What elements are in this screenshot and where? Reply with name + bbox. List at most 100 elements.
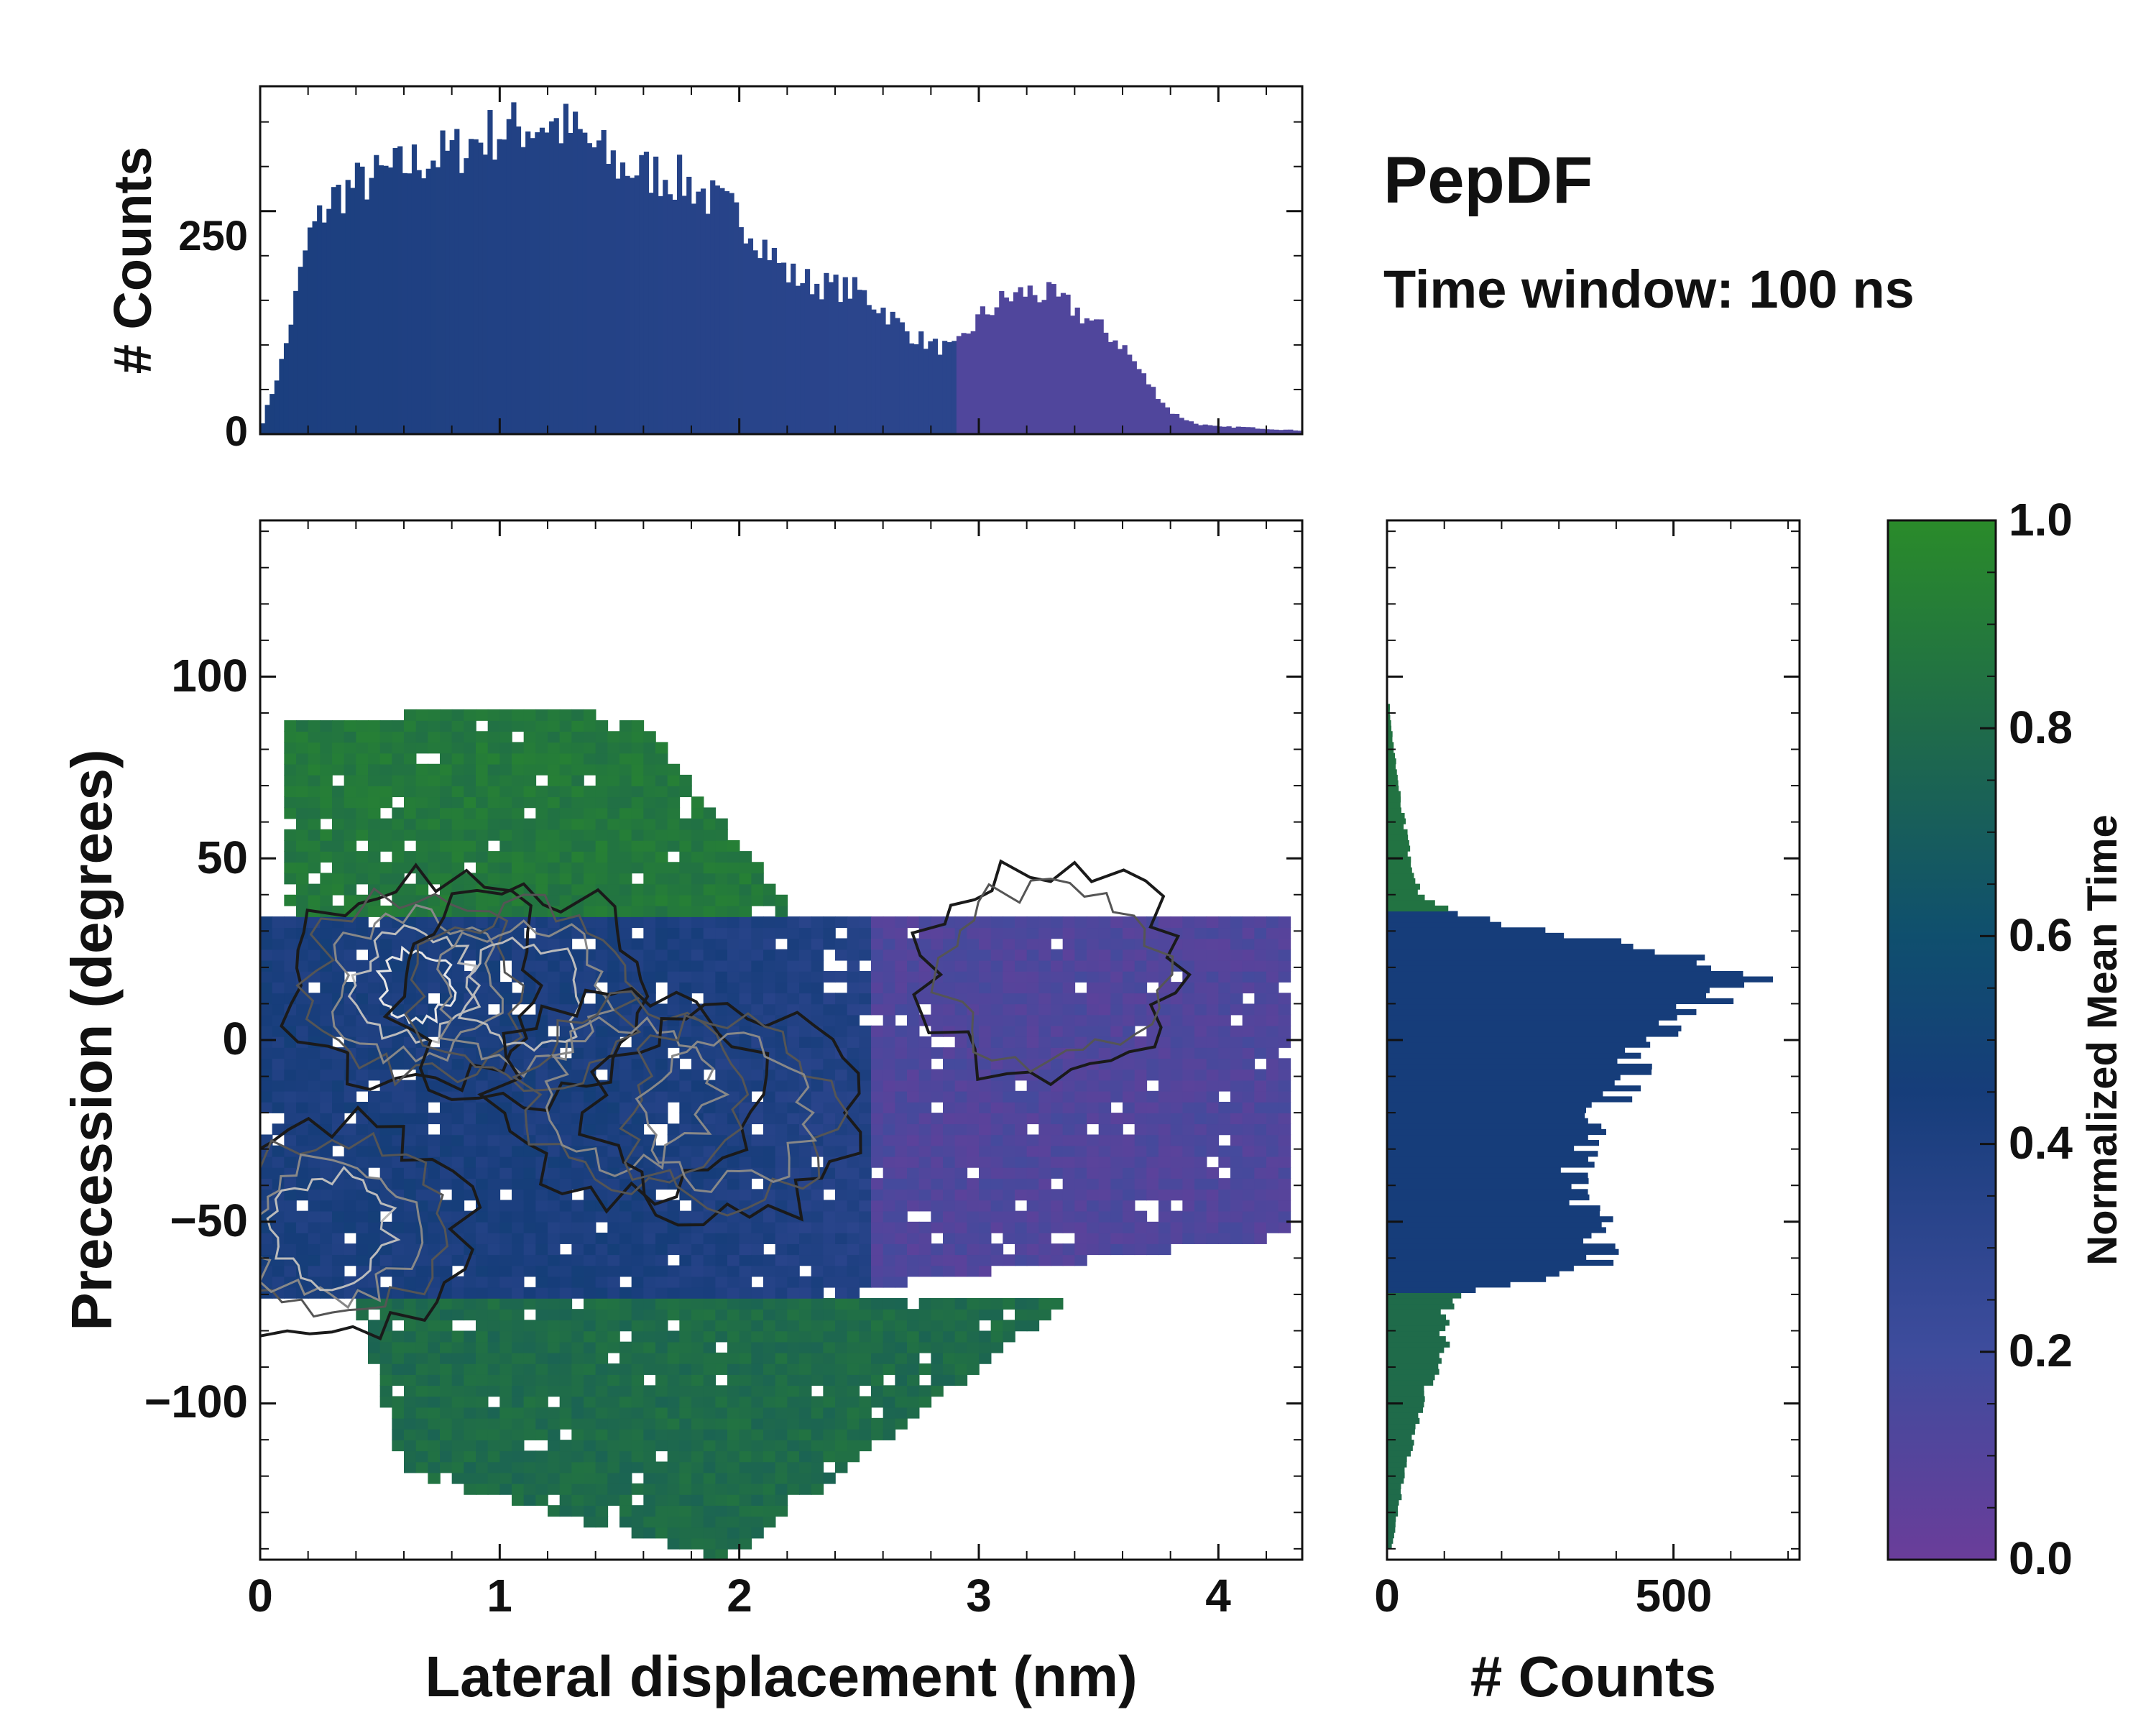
heatmap-cell [679, 851, 692, 863]
heatmap-cell [440, 1461, 453, 1473]
top-histogram-bar [270, 394, 275, 434]
heatmap-cell [548, 763, 561, 776]
heatmap-cell [1194, 1189, 1207, 1201]
heatmap-cell [871, 1330, 884, 1343]
heatmap-cell [523, 851, 537, 863]
heatmap-cell [1003, 1189, 1015, 1201]
heatmap-cell [451, 1330, 465, 1343]
heatmap-cell [631, 1221, 645, 1233]
heatmap-cell [548, 1407, 561, 1419]
heatmap-cell [1051, 1200, 1064, 1212]
heatmap-cell [284, 1080, 297, 1092]
heatmap-cell [907, 1309, 920, 1321]
heatmap-cell [1110, 982, 1123, 994]
top-histogram-bar [549, 121, 555, 434]
heatmap-cell [727, 1287, 740, 1299]
heatmap-cell [655, 851, 668, 863]
heatmap-cell [535, 1113, 548, 1125]
heatmap-cell [523, 1210, 537, 1223]
heatmap-cell [763, 1472, 776, 1484]
heatmap-cell [643, 829, 656, 841]
heatmap-cell [835, 1036, 848, 1048]
heatmap-cell [895, 1330, 908, 1343]
heatmap-cell [499, 1221, 512, 1233]
heatmap-cell [559, 818, 573, 830]
top-histogram-bar [1198, 425, 1204, 434]
heatmap-cell [619, 894, 632, 906]
heatmap-cell [1266, 1134, 1279, 1146]
heatmap-cell [559, 1276, 573, 1288]
heatmap-cell [392, 851, 405, 863]
heatmap-cell [871, 1221, 884, 1233]
heatmap-cell [1182, 960, 1195, 972]
heatmap-cell [799, 916, 812, 929]
heatmap-cell [787, 1330, 800, 1343]
heatmap-cell [332, 1276, 345, 1288]
heatmap-cell [476, 1461, 489, 1473]
top-histogram-bar [724, 191, 730, 434]
heatmap-cell [727, 1341, 740, 1353]
heatmap-cell [835, 1069, 848, 1081]
heatmap-cell [548, 970, 561, 983]
heatmap-cell [1278, 1145, 1291, 1157]
heatmap-cell [799, 1440, 812, 1452]
heatmap-cell [1123, 1167, 1135, 1179]
heatmap-cell [751, 1417, 764, 1430]
heatmap-cell [643, 1232, 656, 1244]
heatmap-cell [356, 873, 369, 885]
heatmap-cell [619, 1101, 632, 1113]
heatmap-cell [1110, 1090, 1123, 1103]
heatmap-cell [595, 1374, 609, 1386]
heatmap-cell [823, 1417, 836, 1430]
heatmap-cell [595, 862, 609, 874]
heatmap-cell [272, 1156, 285, 1168]
heatmap-cell [1062, 1101, 1076, 1113]
heatmap-cell [931, 1265, 944, 1277]
heatmap-cell [799, 960, 812, 972]
heatmap-cell [1134, 1210, 1148, 1223]
top-histogram-bar [506, 119, 512, 435]
heatmap-cell [499, 1428, 512, 1440]
heatmap-cell [1206, 1232, 1220, 1244]
heatmap-cell [1123, 1080, 1135, 1092]
heatmap-cell [272, 1254, 285, 1266]
heatmap-cell [1206, 1047, 1220, 1059]
top-histogram-bar [1079, 323, 1085, 434]
heatmap-cell [787, 1472, 800, 1484]
heatmap-cell [859, 982, 872, 994]
heatmap-cell [715, 1516, 728, 1528]
heatmap-cell [440, 1134, 453, 1146]
heatmap-cell [284, 753, 297, 765]
top-histogram-bar [364, 199, 370, 434]
right-histogram-bar [1387, 965, 1711, 972]
heatmap-cell [667, 1483, 681, 1495]
heatmap-cell [1087, 1156, 1100, 1168]
heatmap-cell [715, 1003, 728, 1016]
right-histogram-bar [1387, 1232, 1592, 1239]
heatmap-cell [979, 970, 992, 983]
heatmap-cell [464, 1483, 476, 1495]
heatmap-cell [871, 1374, 884, 1386]
top-histogram-bar [1207, 425, 1213, 434]
heatmap-cell [595, 1025, 609, 1037]
heatmap-cell [1110, 1178, 1123, 1190]
heatmap-cell [859, 1200, 872, 1212]
right-histogram-bar [1387, 791, 1401, 797]
heatmap-cell [392, 1352, 405, 1364]
heatmap-cell [392, 1276, 405, 1288]
heatmap-cell [260, 1101, 273, 1113]
heatmap-cell [859, 1113, 872, 1125]
heatmap-cell [1206, 970, 1220, 983]
heatmap-cell [476, 1374, 489, 1386]
heatmap-cell [979, 1058, 992, 1070]
heatmap-cell [584, 1352, 596, 1364]
heatmap-cell [895, 1101, 908, 1113]
heatmap-cell [895, 1145, 908, 1157]
heatmap-cell [655, 1352, 668, 1364]
top-histogram-bar [809, 294, 815, 434]
heatmap-cell [859, 1363, 872, 1375]
heatmap-cell [548, 1385, 561, 1397]
heatmap-cell [559, 1221, 573, 1233]
top-histogram-bar [303, 250, 308, 434]
heatmap-cell [296, 796, 309, 809]
